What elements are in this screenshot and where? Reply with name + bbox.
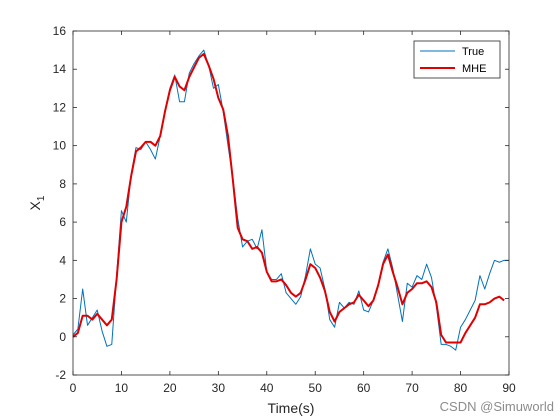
- y-tick-label: 4: [59, 253, 66, 267]
- x-tick-label: 90: [502, 381, 516, 395]
- x-tick-label: 40: [260, 381, 274, 395]
- x-tick-label: 50: [309, 381, 323, 395]
- axes-layer: [72, 30, 510, 376]
- y-axis-label-main: X: [27, 200, 43, 210]
- axes-box: [72, 30, 510, 376]
- y-tick-label: 2: [59, 292, 66, 306]
- x-tick-label: 20: [163, 381, 177, 395]
- ticks-layer: 0 10 20 30 40 50 60 70 80 90 -2 0 2 4 6 8 10 12 14 16: [53, 24, 516, 395]
- series-layer: [72, 49, 509, 351]
- plot-area: [73, 31, 509, 375]
- y-tick-label: 6: [59, 215, 66, 229]
- legend-mhe-label: MHE: [462, 63, 486, 75]
- y-tick-label: 16: [53, 24, 67, 38]
- x-tick-label: 10: [115, 381, 129, 395]
- y-axis-label: X1: [27, 195, 47, 210]
- x-axis-label: Time(s): [268, 400, 315, 416]
- legend: True MHE: [413, 40, 501, 79]
- y-tick-label: 12: [53, 100, 67, 114]
- y-tick-label: 10: [53, 139, 67, 153]
- x-tick-label: 0: [70, 381, 77, 395]
- y-tick-label: -2: [55, 368, 66, 382]
- watermark: CSDN @Simuworld: [439, 399, 554, 414]
- x-tick-label: 80: [454, 381, 468, 395]
- series-line-mhe: [72, 52, 505, 344]
- y-tick-label: 8: [59, 177, 66, 191]
- legend-true-label: True: [462, 46, 484, 58]
- y-tick-label: 0: [59, 330, 66, 344]
- y-axis-label-subscript: 1: [36, 195, 47, 201]
- x-tick-label: 70: [405, 381, 419, 395]
- legend-box: [413, 40, 501, 79]
- x-tick-label: 60: [357, 381, 371, 395]
- x-tick-label: 30: [212, 381, 226, 395]
- y-tick-label: 14: [53, 62, 67, 76]
